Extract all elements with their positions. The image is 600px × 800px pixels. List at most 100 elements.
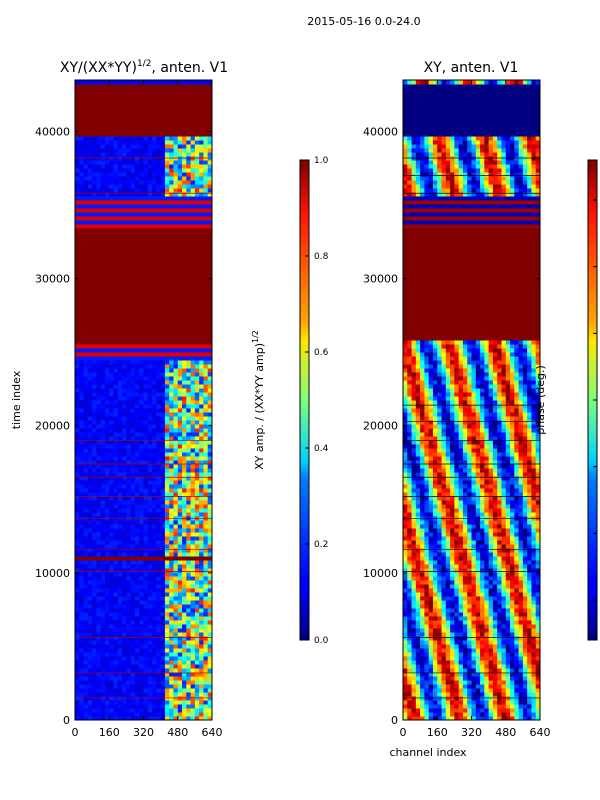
- heatmap-cell: [87, 188, 93, 193]
- heatmap-cell: [156, 344, 162, 349]
- heatmap-cell: [83, 332, 89, 337]
- heatmap-cell: [147, 296, 153, 301]
- heatmap-cell: [122, 328, 127, 333]
- heatmap-cell: [207, 168, 212, 173]
- heatmap-cell: [194, 456, 200, 461]
- heatmap-cell: [173, 128, 179, 133]
- heatmap-cell: [177, 264, 183, 269]
- heatmap-cell: [130, 336, 136, 341]
- heatmap-cell: [113, 448, 119, 453]
- heatmap-cell: [173, 348, 179, 353]
- heatmap-cell: [156, 556, 162, 561]
- heatmap-cell: [130, 112, 136, 117]
- heatmap-cell: [79, 112, 85, 117]
- heatmap-cell: [92, 268, 97, 273]
- heatmap-cell: [130, 172, 136, 177]
- heatmap-cell: [100, 456, 106, 461]
- heatmap-cell: [92, 584, 97, 589]
- heatmap-cell: [126, 684, 132, 689]
- heatmap-cell: [164, 472, 170, 477]
- heatmap-cell: [203, 248, 209, 253]
- heatmap-cell: [83, 188, 89, 193]
- heatmap-cell: [182, 524, 187, 529]
- heatmap-cell: [143, 536, 149, 541]
- heatmap-cell: [83, 572, 89, 577]
- heatmap-cell: [160, 152, 166, 157]
- heatmap-cell: [83, 228, 89, 233]
- heatmap-cell: [75, 584, 80, 589]
- heatmap-cell: [207, 180, 212, 185]
- heatmap-cell: [164, 320, 170, 325]
- heatmap-cell: [117, 468, 123, 473]
- heatmap-cell: [104, 612, 110, 617]
- heatmap-cell: [126, 468, 132, 473]
- heatmap-cell: [134, 616, 140, 621]
- heatmap-cell: [96, 232, 102, 237]
- heatmap-cell: [177, 504, 183, 509]
- heatmap-cell: [139, 316, 144, 321]
- heatmap-cell: [190, 408, 196, 413]
- heatmap-cell: [203, 152, 209, 157]
- heatmap-cell: [147, 428, 153, 433]
- heatmap-cell: [113, 484, 119, 489]
- heatmap-cell: [79, 224, 85, 229]
- heatmap-cell: [169, 184, 174, 189]
- heatmap-cell: [147, 228, 153, 233]
- heatmap-cell: [75, 236, 80, 241]
- heatmap-cell: [160, 636, 166, 641]
- heatmap-cell: [199, 640, 204, 645]
- heatmap-cell: [203, 284, 209, 289]
- heatmap-cell: [100, 508, 106, 513]
- heatmap-cell: [186, 712, 192, 717]
- heatmap-cell: [100, 260, 106, 265]
- heatmap-cell: [177, 640, 183, 645]
- heatmap-cell: [203, 652, 209, 657]
- heatmap-cell: [100, 288, 106, 293]
- heatmap-cell: [130, 596, 136, 601]
- heatmap-cell: [173, 572, 179, 577]
- heatmap-cell: [143, 160, 149, 165]
- heatmap-cell: [177, 708, 183, 713]
- heatmap-cell: [104, 660, 110, 665]
- heatmap-cell: [126, 224, 132, 229]
- heatmap-cell: [207, 684, 212, 689]
- heatmap-cell: [152, 148, 157, 153]
- heatmap-cell: [164, 344, 170, 349]
- heatmap-cell: [130, 364, 136, 369]
- heatmap-cell: [92, 220, 97, 225]
- heatmap-cell: [164, 172, 170, 177]
- heatmap-cell: [152, 532, 157, 537]
- heatmap-cell: [203, 496, 209, 501]
- heatmap-cell: [164, 512, 170, 517]
- heatmap-cell: [164, 488, 170, 493]
- heatmap-cell: [156, 108, 162, 113]
- heatmap-cell: [83, 324, 89, 329]
- heatmap-cell: [207, 324, 212, 329]
- heatmap-cell: [199, 216, 204, 221]
- heatmap-cell: [96, 568, 102, 573]
- heatmap-cell: [104, 244, 110, 249]
- heatmap-cell: [147, 520, 153, 525]
- heatmap-cell: [130, 652, 136, 657]
- heatmap-cell: [160, 648, 166, 653]
- heatmap-cell: [169, 700, 174, 705]
- heatmap-cell: [104, 580, 110, 585]
- heatmap-cell: [130, 440, 136, 445]
- heatmap-cell: [139, 372, 144, 377]
- heatmap-cell: [190, 580, 196, 585]
- heatmap-cell: [190, 416, 196, 421]
- heatmap-cell: [96, 164, 102, 169]
- heatmap-cell: [199, 420, 204, 425]
- heatmap-cell: [169, 508, 174, 513]
- heatmap-cell: [156, 592, 162, 597]
- heatmap-cell: [109, 324, 115, 329]
- heatmap-cell: [113, 364, 119, 369]
- heatmap-cell: [182, 144, 187, 149]
- heatmap-cell: [96, 552, 102, 557]
- heatmap-cell: [173, 492, 179, 497]
- heatmap-cell: [190, 332, 196, 337]
- heatmap-cell: [126, 676, 132, 681]
- heatmap-cell: [207, 672, 212, 677]
- heatmap-cell: [83, 104, 89, 109]
- heatmap-cell: [100, 340, 106, 345]
